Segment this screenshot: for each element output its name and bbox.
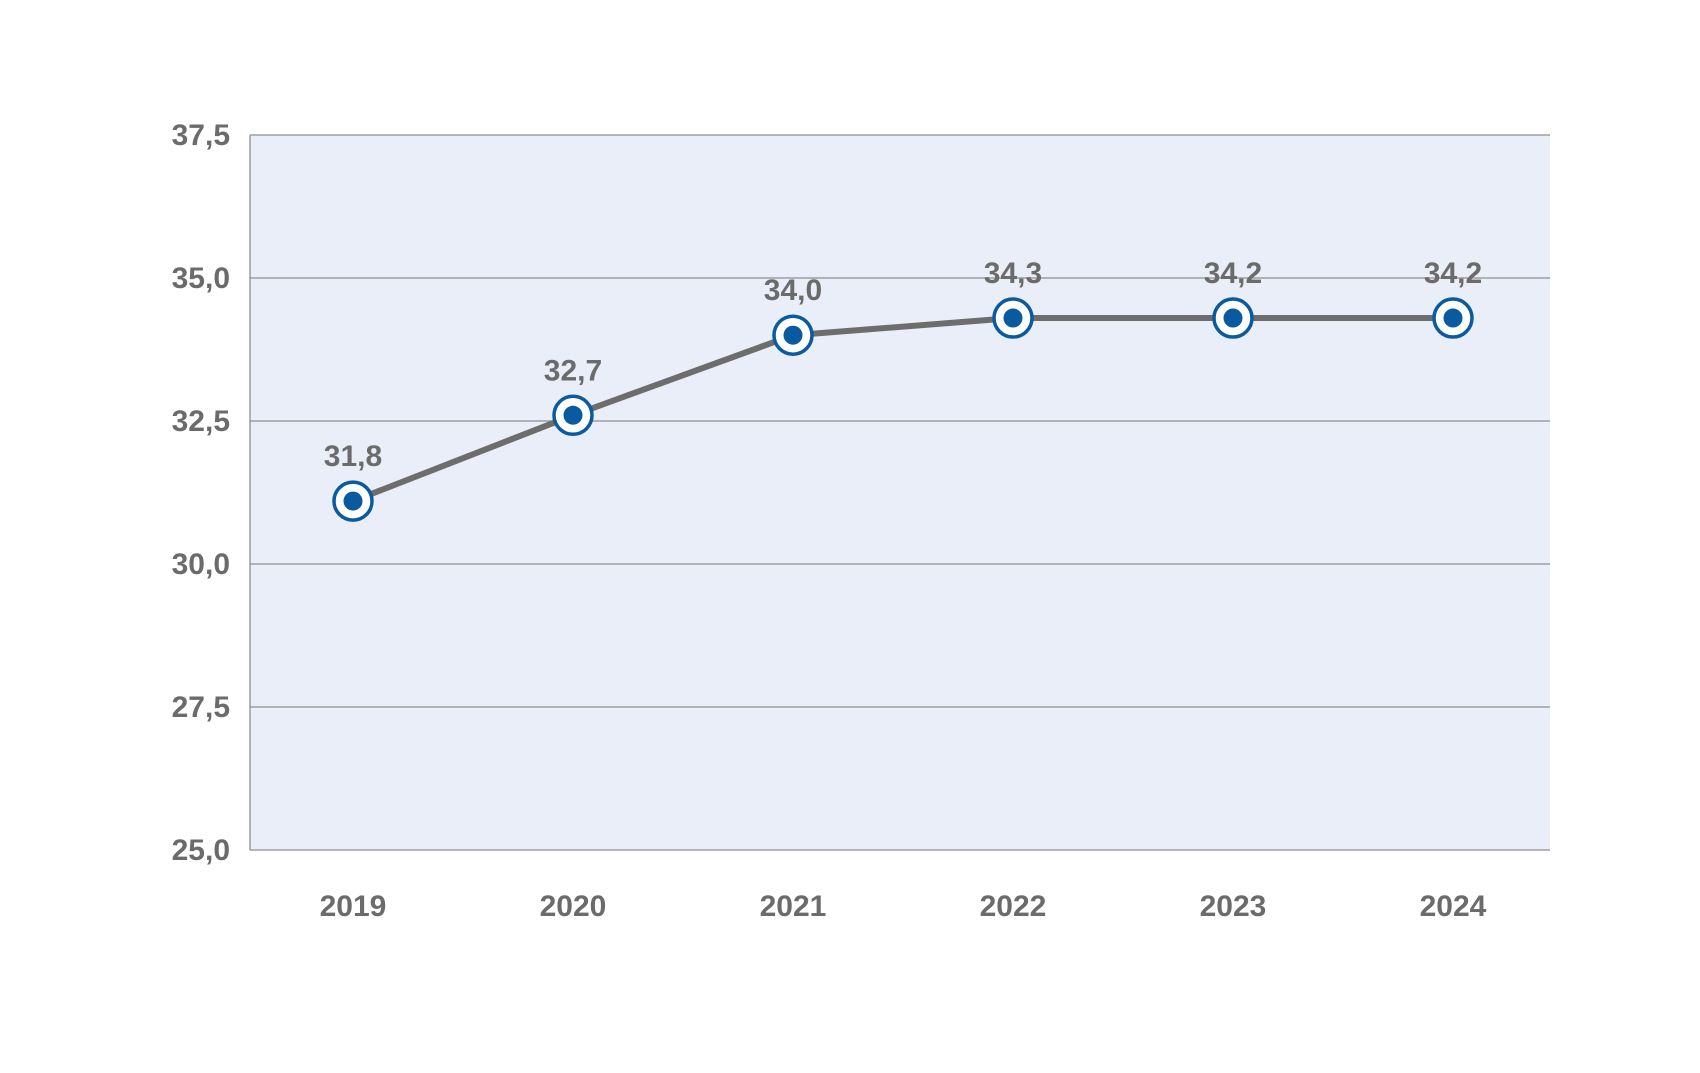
marker-dot <box>1003 308 1023 328</box>
data-label: 31,8 <box>324 440 382 473</box>
data-point-marker <box>1432 297 1474 339</box>
y-tick-label: 25,0 <box>172 834 230 867</box>
series-markers <box>332 297 1474 522</box>
y-tick-label: 35,0 <box>172 262 230 295</box>
y-axis-ticks: 25,0 27,5 30,0 32,5 35,0 37,5 <box>172 119 230 867</box>
data-label: 34,3 <box>984 257 1042 290</box>
x-tick-label: 2021 <box>760 890 827 923</box>
marker-dot <box>343 491 363 511</box>
marker-dot <box>783 325 803 345</box>
y-tick-label: 30,0 <box>172 548 230 581</box>
marker-dot <box>563 405 583 425</box>
marker-dot <box>1223 308 1243 328</box>
data-label: 32,7 <box>544 354 602 387</box>
x-tick-label: 2020 <box>540 890 607 923</box>
x-tick-label: 2024 <box>1420 890 1487 923</box>
data-label: 34,2 <box>1424 257 1482 290</box>
data-point-marker <box>992 297 1034 339</box>
series-line <box>350 315 1456 505</box>
plot-area <box>250 135 1550 850</box>
series-line-group <box>350 315 1456 505</box>
gridlines <box>250 134 1550 851</box>
data-labels: 31,8 32,7 34,0 34,3 34,2 34,2 <box>324 257 1482 473</box>
x-axis-ticks: 2019 2020 2021 2022 2023 2024 <box>320 890 1487 923</box>
data-label: 34,0 <box>764 274 822 307</box>
data-point-marker <box>1212 297 1254 339</box>
x-tick-label: 2019 <box>320 890 387 923</box>
x-tick-label: 2023 <box>1200 890 1267 923</box>
x-tick-label: 2022 <box>980 890 1047 923</box>
y-tick-label: 37,5 <box>172 119 230 152</box>
data-point-marker <box>552 394 594 437</box>
y-tick-label: 27,5 <box>172 691 230 724</box>
data-point-marker <box>332 480 374 522</box>
y-tick-label: 32,5 <box>172 405 230 438</box>
marker-dot <box>1443 308 1463 328</box>
data-label: 34,2 <box>1204 257 1262 290</box>
data-point-marker <box>772 314 814 356</box>
